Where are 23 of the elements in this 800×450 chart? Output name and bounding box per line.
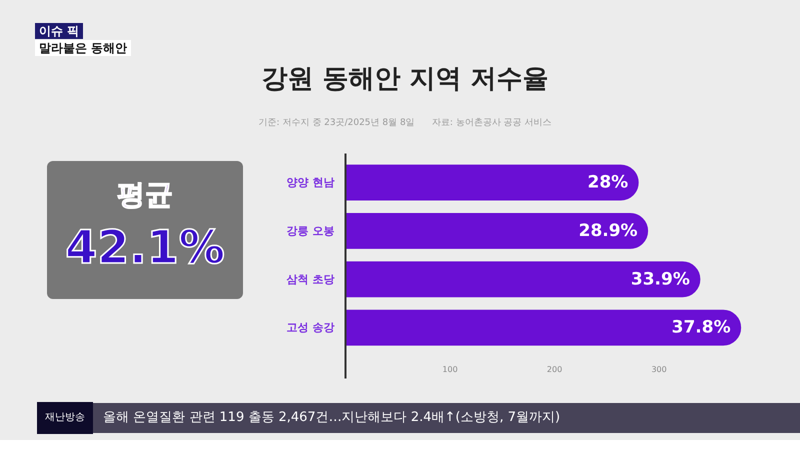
text: 42.1% — [64, 219, 226, 276]
chart-title: 강원 동해안 지역 저수율 — [260, 63, 550, 96]
annotation: 100 — [442, 364, 458, 374]
bar — [346, 261, 700, 298]
data-label: 28% — [587, 172, 628, 193]
text: 올해 온열질환 관련 119 출동 2,467건…지난해보다 2.4배↑(소방청, 7월까지) — [103, 408, 560, 427]
text: 평균 — [116, 177, 174, 213]
y-tick-label: 양양 현남 — [286, 176, 335, 190]
y-tick-label: 고성 송강 — [286, 321, 335, 334]
text: 기준: 저수지 중 23곳/2025년 8월 8일 자료: 농어촌공사 공공 서비스 — [258, 118, 552, 128]
text: 재난방송 — [37, 402, 93, 434]
text: 이슈 픽 — [35, 23, 84, 39]
bar — [346, 164, 639, 200]
data-label: 33.9% — [630, 269, 690, 290]
annotation: 200 — [546, 364, 562, 374]
data-label: 37.8% — [672, 318, 731, 338]
annotation: 300 — [651, 364, 667, 374]
text: 말라붙은 동해안 — [35, 40, 132, 56]
bar — [346, 213, 648, 249]
bar — [346, 310, 742, 346]
y-tick-label: 삼척 초당 — [286, 272, 335, 286]
y-tick-label: 강릉 오봉 — [286, 224, 335, 238]
data-label: 28.9% — [578, 220, 638, 241]
